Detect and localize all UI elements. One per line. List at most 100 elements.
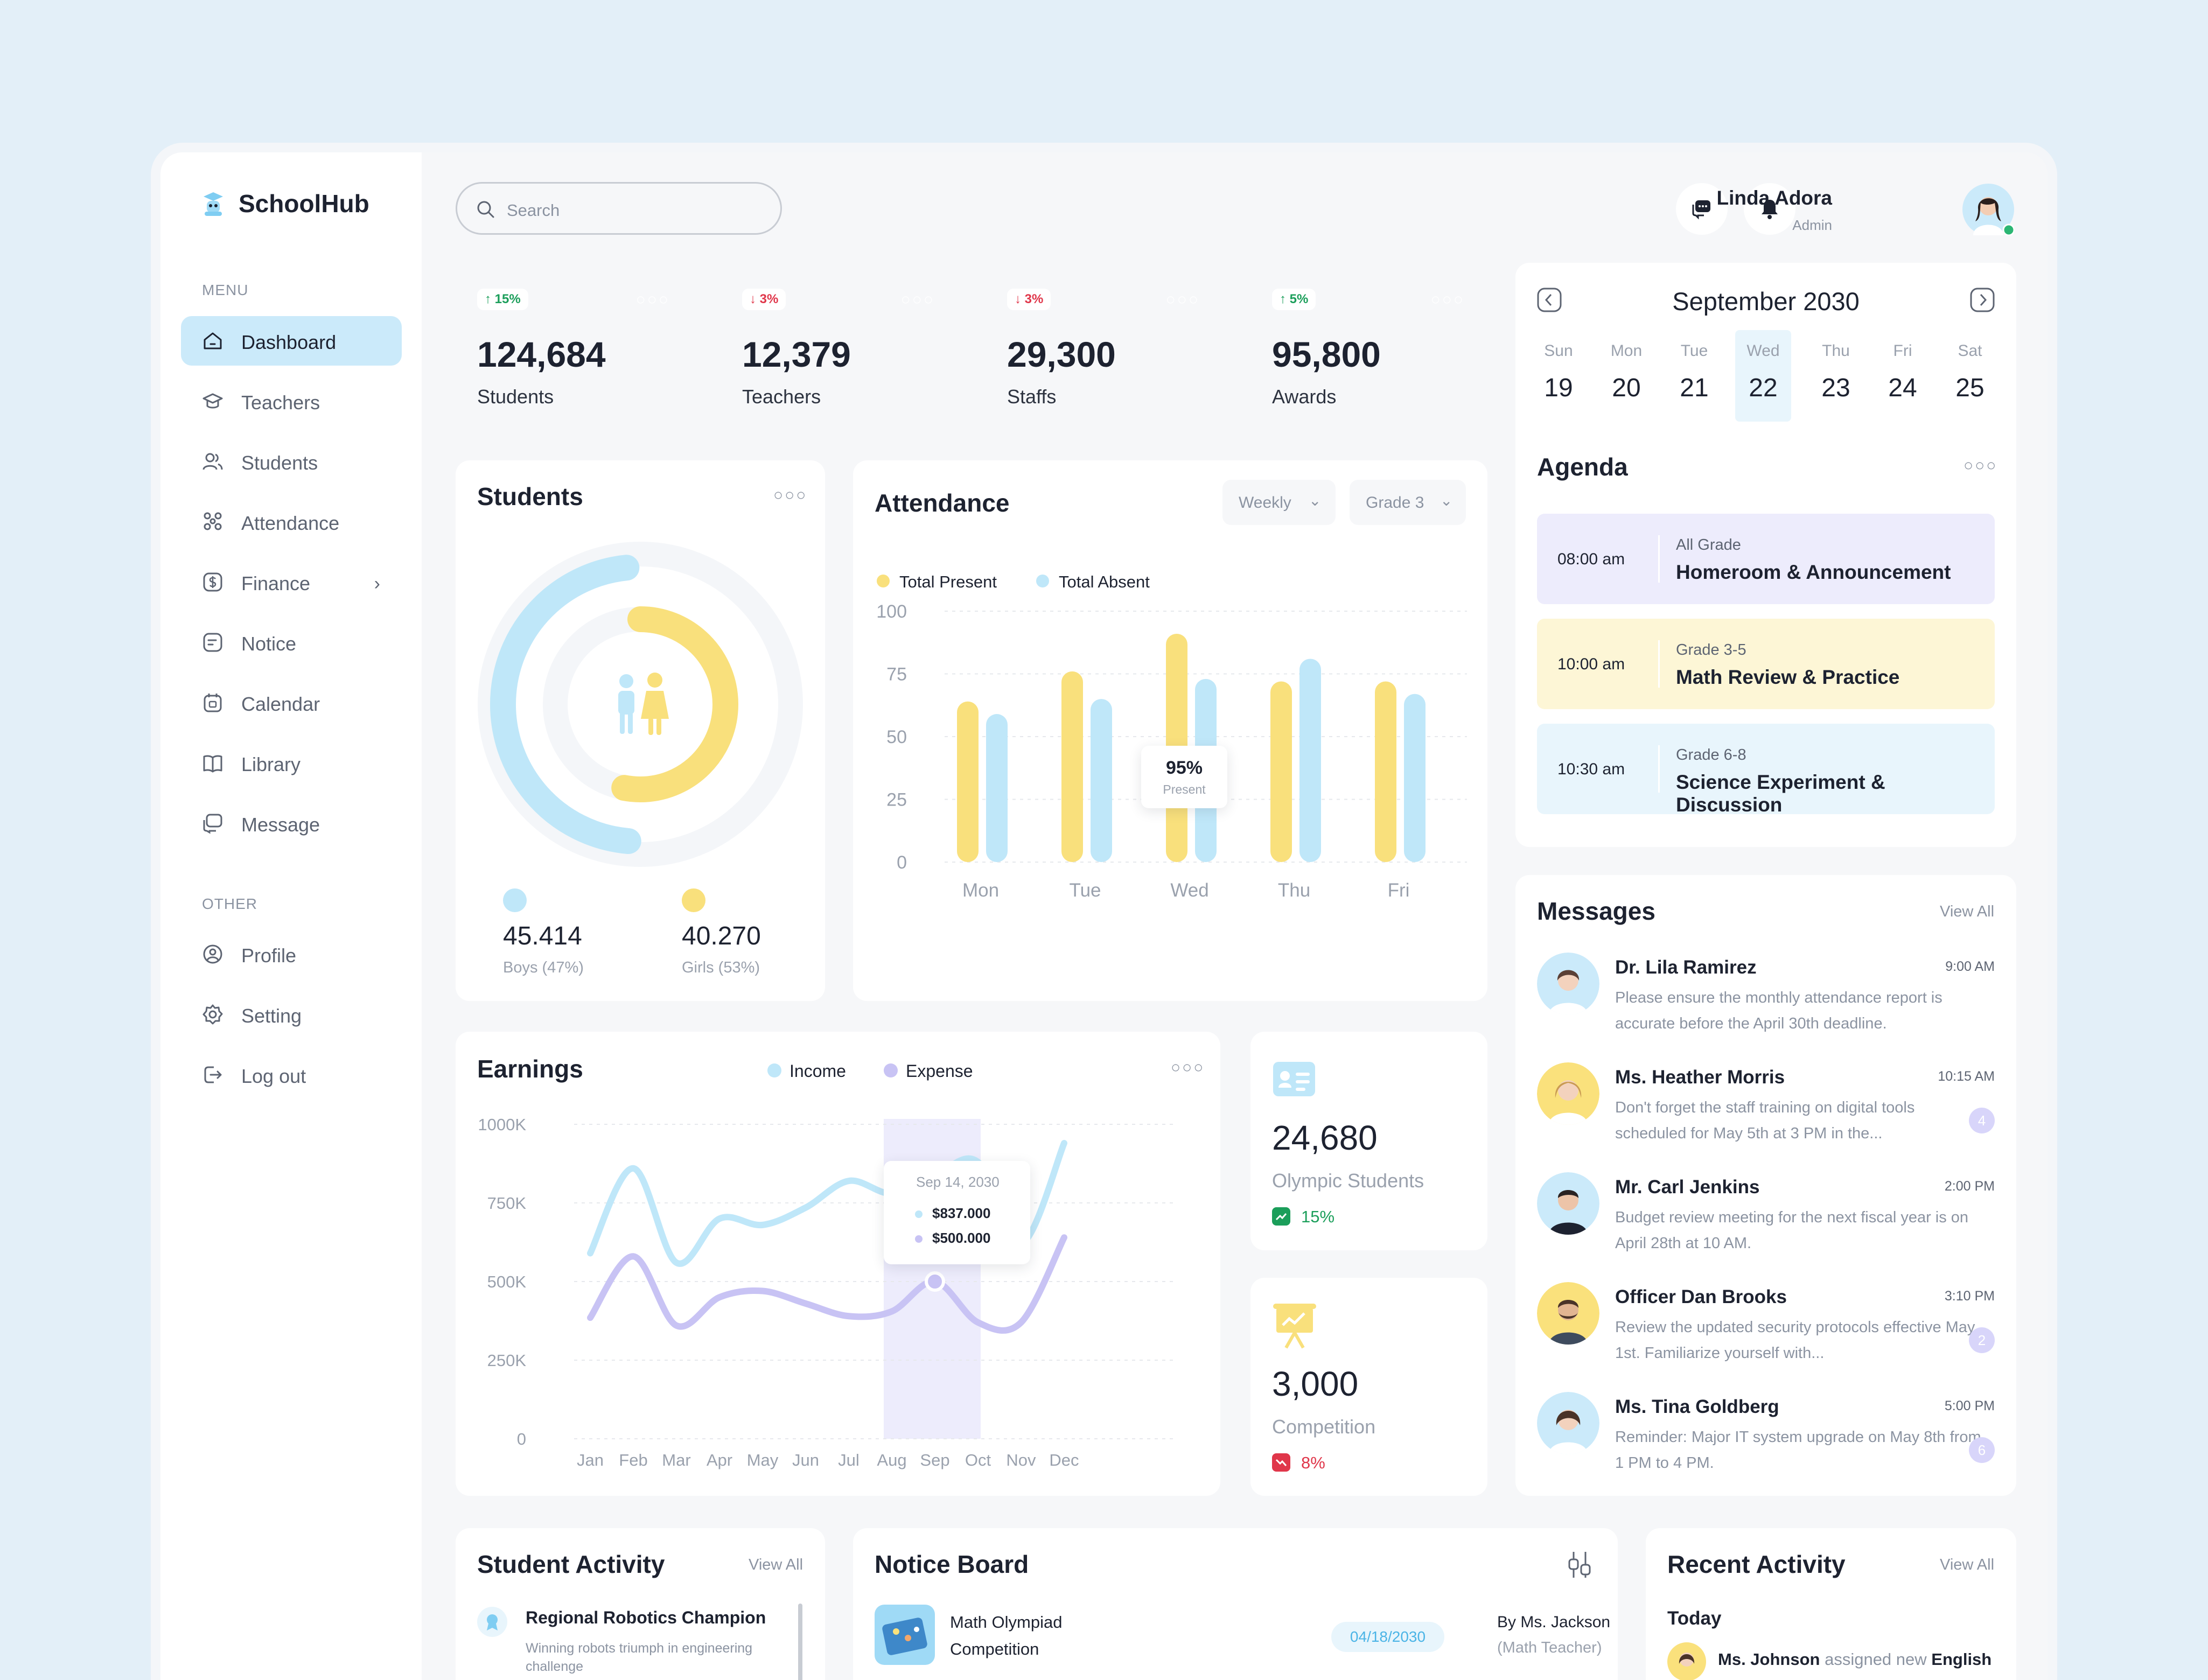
more-icon[interactable]: ○○○ [773,486,808,504]
stat-card-students[interactable]: ↑ 15% ○○○ 124,684 Students [456,263,691,431]
calendar-day-selected[interactable]: Wed 22 [1735,330,1791,422]
recent-activity-card: Recent Activity View All Today Ms. Johns… [1646,1528,2016,1680]
sidebar-item-finance[interactable]: Finance › [181,557,402,607]
card-title: Students [477,482,583,510]
tooltip-value: 95% [1165,758,1203,778]
x-tick-label: Wed [1170,880,1208,901]
card-title: Earnings [477,1055,583,1083]
stat-change-badge: ↓ 3% [1007,289,1051,310]
filter-icon[interactable] [1566,1550,1593,1580]
tooltip-income: $837.000 [932,1205,991,1221]
income-dot [915,1210,923,1218]
stat-card-awards[interactable]: ↑ 5% ○○○ 95,800 Awards [1250,263,1486,431]
chevron-down-icon: ⌄ [1309,492,1322,509]
sidebar-item-setting[interactable]: Setting [181,990,402,1039]
user-name: Linda Adora [1716,187,1832,209]
message-item[interactable]: Officer Dan Brooks 3:10 PM Review the up… [1537,1282,1995,1379]
day-label: Today [1667,1608,1722,1629]
bell-icon [1762,200,1778,219]
sidebar-item-students[interactable]: Students [181,437,402,486]
agenda-item[interactable]: 10:30 am Grade 6-8 Science Experiment & D… [1537,724,1995,816]
view-all-link[interactable]: View All [749,1556,803,1573]
y-tick-label: 500K [487,1272,527,1291]
more-icon[interactable]: ○○○ [635,291,670,309]
avatar [1537,1392,1599,1454]
legend-dot [884,1063,898,1077]
boys-label: Boys (47%) [503,959,584,976]
chevron-right-icon: › [374,573,380,594]
calendar-day[interactable]: Fri 24 [1888,342,1917,402]
stat-value: 12,379 [742,334,851,374]
more-icon[interactable]: ○○○ [1165,291,1200,309]
calendar-day[interactable]: Mon 20 [1610,342,1643,402]
stat-change-badge: ↓ 3% [742,289,786,310]
message-item[interactable]: Mr. Carl Jenkins 2:00 PM Budget review m… [1537,1172,1995,1269]
sidebar-item-attendance[interactable]: Attendance [181,497,402,547]
message-item[interactable]: Ms. Heather Morris 10:15 AM Don't forget… [1537,1062,1995,1159]
more-icon[interactable]: ○○○ [1430,291,1465,309]
stat-card-staffs[interactable]: ↓ 3% ○○○ 29,300 Staffs [986,263,1221,431]
tooltip-expense: $500.000 [932,1230,991,1246]
avatar [1537,1062,1599,1125]
chat-button[interactable] [1676,183,1728,235]
stat-value: 29,300 [1007,334,1116,374]
x-tick-label: Fri [1388,880,1410,901]
stat-card-teachers[interactable]: ↓ 3% ○○○ 12,379 Teachers [721,263,956,431]
students-card: Students ○○○ 45.414 Boys (47%) 40.270 Gi… [456,460,825,1001]
x-tick-label: Apr [707,1451,732,1469]
notification-button[interactable] [1744,183,1795,235]
next-month-button[interactable] [1970,288,1995,312]
calendar-day[interactable]: Sun 19 [1544,342,1573,402]
prev-month-button[interactable] [1537,288,1562,312]
y-tick-label: 25 [886,790,907,810]
calendar-day[interactable]: Tue 21 [1680,342,1709,402]
sidebar-item-label: Finance [241,572,311,594]
more-icon[interactable]: ○○○ [900,291,935,309]
more-icon[interactable]: ○○○ [1964,457,1998,474]
olympic-value: 24,680 [1272,1118,1378,1157]
view-all-link[interactable]: View All [1940,903,1995,920]
x-tick-label: Sep [920,1451,949,1469]
sidebar-item-notice[interactable]: Notice [181,618,402,667]
sidebar-item-profile[interactable]: Profile [181,929,402,979]
more-icon[interactable]: ○○○ [1171,1059,1205,1076]
calendar-day[interactable]: Thu 23 [1821,342,1850,402]
expense-dot [915,1235,923,1243]
agenda-item[interactable]: 10:00 am Grade 3-5 Math Review & Practice [1537,619,1995,709]
attendance-bar [1091,699,1112,862]
calendar-icon [204,694,222,712]
sidebar-item-label: Log out [241,1065,306,1087]
view-all-link[interactable]: View All [1940,1556,1995,1573]
user-avatar[interactable] [1962,184,2015,236]
activity-title[interactable]: Regional Robotics Champion [526,1608,766,1627]
search-input[interactable]: Search [456,182,782,235]
calendar-day[interactable]: Sat 25 [1955,342,1985,402]
trend-up-icon [1272,1207,1290,1226]
sidebar-item-label: Library [241,753,301,775]
scrollbar[interactable] [798,1604,802,1680]
period-filter[interactable]: Weekly ⌄ [1222,480,1336,525]
boys-value: 45.414 [503,922,582,950]
sidebar-item-calendar[interactable]: Calendar [181,678,402,727]
sidebar-item-teachers[interactable]: Teachers [181,376,402,426]
sidebar-item-label: Setting [241,1005,302,1027]
olympic-change: 15% [1301,1207,1335,1226]
notice-title[interactable]: Math Olympiad Competition [950,1613,1063,1658]
message-item[interactable]: Ms. Tina Goldberg 5:00 PM Reminder: Majo… [1537,1392,1995,1489]
x-tick-label: Jul [838,1451,860,1469]
sidebar-item-dashboard[interactable]: Dashboard [181,316,402,366]
competition-change: 8% [1301,1453,1325,1472]
message-item[interactable]: Dr. Lila Ramirez 9:00 AM Please ensure t… [1537,953,1995,1049]
grade-filter[interactable]: Grade 3 ⌄ [1350,480,1466,525]
sidebar-item-label: Notice [241,633,297,655]
sidebar-item-logout[interactable]: Log out [181,1050,402,1100]
x-tick-label: Nov [1006,1451,1036,1469]
y-tick-label: 50 [886,727,907,747]
home-icon [204,332,222,349]
agenda-item[interactable]: 08:00 am All Grade Homeroom & Announcemen… [1537,514,1995,604]
student-activity-card: Student Activity View All Regional Robot… [456,1528,825,1680]
sidebar-item-library[interactable]: Library [181,738,402,788]
stat-change-badge: ↑ 5% [1272,289,1316,310]
sidebar-item-message[interactable]: Message [181,799,402,848]
agenda-title: Agenda [1537,453,1628,481]
